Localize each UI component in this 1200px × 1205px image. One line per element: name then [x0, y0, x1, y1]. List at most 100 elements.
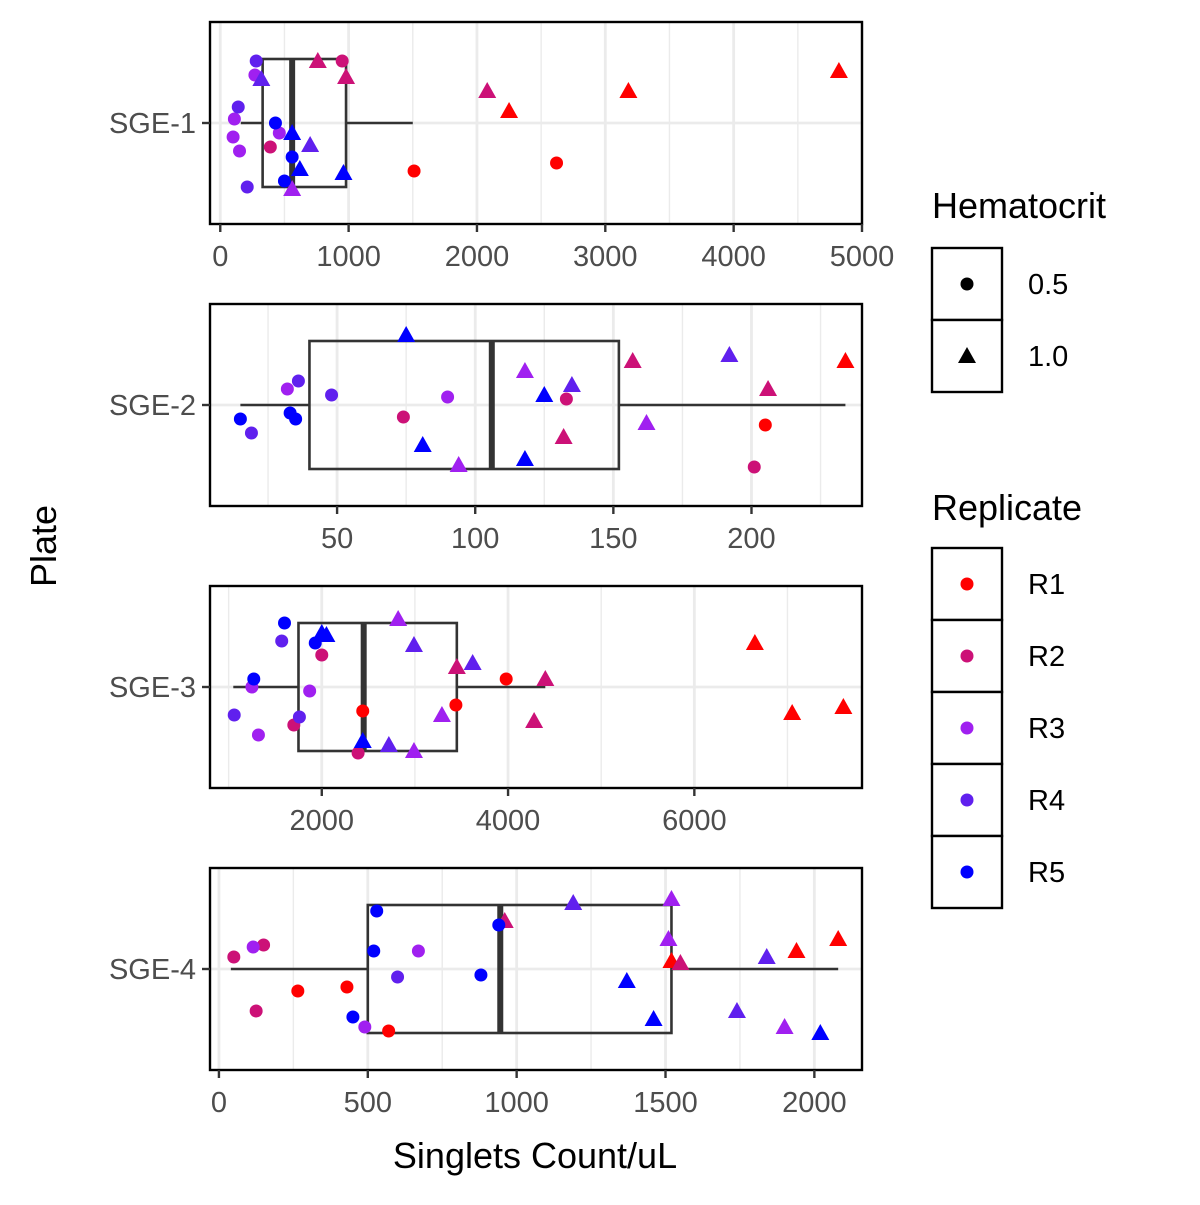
panel-sge-4: SGE-4 0 500 1000 1500 2000 [109, 866, 864, 1119]
data-point-r2 [623, 352, 642, 369]
data-point-r3 [449, 456, 468, 473]
x-tick-label: 5000 [830, 241, 895, 273]
data-point-r1 [787, 942, 806, 959]
data-point-r3 [441, 390, 455, 404]
y-axis-title: Plate [23, 505, 64, 587]
data-point-r5 [370, 904, 384, 918]
data-point-r4 [292, 710, 306, 724]
x-axis-title: Singlets Count/uL [393, 1135, 677, 1176]
data-point-r2 [337, 68, 356, 85]
x-tick-label: 0 [211, 1087, 227, 1119]
legend-key-r2 [960, 649, 974, 663]
data-point-r3 [411, 944, 425, 958]
legend-label: R4 [1028, 785, 1065, 817]
data-point-r5 [413, 436, 432, 453]
data-point-r3 [358, 1020, 372, 1034]
data-point-r5 [289, 412, 303, 426]
data-point-r4 [727, 1002, 746, 1019]
data-point-r4 [404, 636, 423, 653]
x-tick-label: 2000 [782, 1087, 847, 1119]
data-point-r5 [515, 450, 534, 467]
data-point-r2 [559, 392, 573, 406]
legend-key-r1 [960, 577, 974, 591]
box-iqr [297, 621, 459, 753]
data-point-r1 [836, 352, 855, 369]
panel-sge-3: SGE-3 2000 4000 6000 [109, 584, 864, 837]
legend-key-r4 [960, 793, 974, 807]
x-tick-label: 1000 [316, 241, 381, 273]
data-point-r4 [379, 736, 398, 753]
data-point-r5 [397, 326, 416, 343]
data-point-r3 [662, 890, 681, 907]
panel-sge-2: SGE-2 50 100 150 200 [109, 302, 864, 555]
data-point-r5 [367, 944, 381, 958]
x-tick-label: 4000 [701, 241, 766, 273]
data-point-r2 [447, 658, 466, 675]
data-point-r4 [249, 54, 263, 68]
data-point-r3 [283, 180, 302, 197]
data-point-r3 [775, 1018, 794, 1035]
x-tick-label: 150 [589, 523, 637, 555]
data-point-r5 [247, 672, 261, 686]
data-point-r5 [268, 116, 282, 130]
data-point-r1 [340, 980, 354, 994]
data-point-r5 [334, 164, 353, 181]
data-point-r5 [317, 626, 336, 643]
x-tick-label: 2000 [290, 805, 355, 837]
data-point-r5 [285, 150, 299, 164]
legend-title: Replicate [932, 487, 1082, 528]
data-point-r2 [315, 648, 329, 662]
data-point-r4 [231, 100, 245, 114]
data-point-r4 [252, 70, 271, 87]
data-point-r2 [249, 1004, 263, 1018]
x-tick-label: 6000 [662, 805, 727, 837]
panel-sge-1: SGE-1 0 1000 2000 3000 4000 5000 [109, 20, 895, 273]
data-point-r3 [226, 130, 240, 144]
box-iqr [261, 57, 348, 189]
data-point-r4 [227, 708, 241, 722]
data-point-r1 [550, 156, 564, 170]
data-point-r5 [811, 1024, 830, 1041]
data-point-r2 [671, 954, 690, 971]
legend-label: R3 [1028, 713, 1065, 745]
data-point-r5 [283, 124, 302, 141]
data-point-r3 [233, 144, 247, 158]
data-point-r3 [251, 728, 265, 742]
legend-replicate: Replicate R1 R2 R3 R4 R5 [930, 487, 1082, 910]
data-point-r4 [240, 180, 254, 194]
legend-key-triangle [958, 347, 976, 364]
data-point-r5 [474, 968, 488, 982]
box-iqr [366, 903, 673, 1035]
legend-key-r3 [960, 721, 974, 735]
data-point-r1 [834, 698, 853, 715]
data-point-r5 [290, 160, 309, 177]
y-tick-label: SGE-1 [109, 108, 196, 140]
legend-label: R5 [1028, 857, 1065, 889]
data-point-r4 [325, 388, 339, 402]
data-point-r1 [783, 704, 802, 721]
data-point-r5 [644, 1010, 663, 1027]
data-point-r5 [353, 732, 372, 749]
data-point-r5 [278, 616, 292, 630]
data-point-r5 [277, 174, 291, 188]
data-point-r1 [407, 164, 421, 178]
y-tick-label: SGE-3 [109, 672, 196, 704]
x-tick-label: 1500 [633, 1087, 698, 1119]
x-tick-label: 0 [212, 241, 228, 273]
data-point-r2 [536, 670, 555, 687]
data-point-r2 [257, 938, 271, 952]
x-tick-label: 200 [727, 523, 775, 555]
data-point-r3 [432, 706, 451, 723]
data-point-r3 [515, 362, 534, 379]
legend-key-r5 [960, 865, 974, 879]
data-point-r1 [356, 704, 370, 718]
data-point-r2 [554, 428, 573, 445]
legend-label: 1.0 [1028, 341, 1068, 373]
data-point-r3 [280, 382, 294, 396]
data-point-r1 [500, 102, 519, 119]
data-point-r2 [308, 52, 327, 69]
x-tick-label: 500 [344, 1087, 392, 1119]
legend-hematocrit: Hematocrit 0.5 1.0 [930, 185, 1106, 394]
